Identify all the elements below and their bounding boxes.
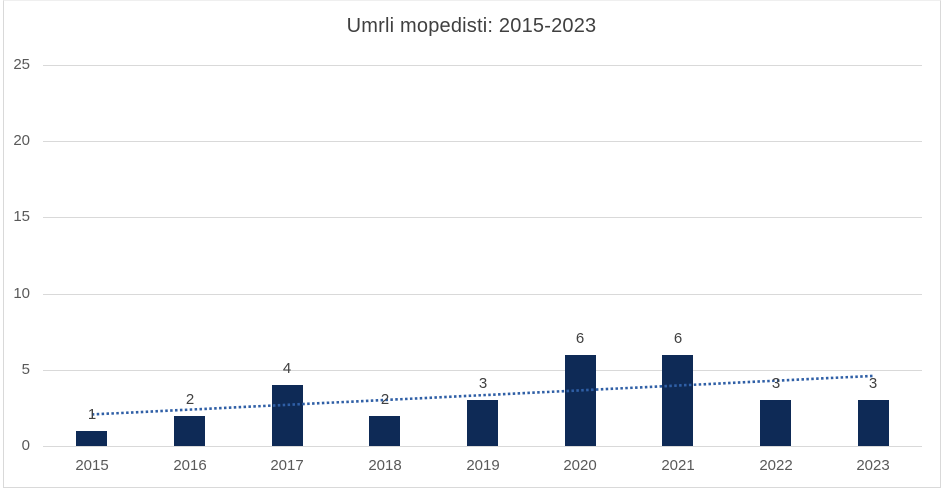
bar-2019[interactable] (467, 400, 498, 446)
gridline (43, 65, 922, 66)
bar-2016[interactable] (174, 416, 205, 446)
x-axis-tick-label: 2016 (173, 457, 207, 474)
bar-2022[interactable] (760, 400, 791, 446)
x-axis-tick-label: 2015 (75, 457, 109, 474)
data-label-2020: 6 (575, 330, 585, 347)
bar-2023[interactable] (858, 400, 889, 446)
bar-2021[interactable] (662, 355, 693, 446)
y-axis-tick-label: 10 (13, 285, 30, 302)
x-axis-tick-label: 2022 (759, 457, 793, 474)
gridline (43, 294, 922, 295)
bar-2020[interactable] (565, 355, 596, 446)
bar-2015[interactable] (76, 431, 107, 446)
data-label-2018: 2 (380, 391, 390, 408)
x-axis-tick-label: 2019 (466, 457, 500, 474)
x-axis-tick-label: 2018 (368, 457, 402, 474)
x-axis-line (43, 446, 922, 447)
gridline (43, 370, 922, 371)
gridline (43, 141, 922, 142)
data-label-2017: 4 (282, 360, 292, 377)
data-label-2019: 3 (478, 375, 488, 392)
y-axis-tick-label: 0 (21, 437, 30, 454)
bar-2017[interactable] (272, 385, 303, 446)
y-axis-tick-label: 25 (13, 56, 30, 73)
x-axis-tick-label: 2021 (661, 457, 695, 474)
gridline (43, 217, 922, 218)
x-axis-tick-label: 2023 (856, 457, 890, 474)
data-label-2016: 2 (185, 391, 195, 408)
chart-title: Umrli mopedisti: 2015-2023 (346, 15, 597, 37)
data-label-2023: 3 (868, 375, 878, 392)
data-label-2021: 6 (673, 330, 683, 347)
y-axis-tick-label: 15 (13, 208, 30, 225)
y-axis-tick-label: 20 (13, 132, 30, 149)
x-axis-tick-label: 2020 (563, 457, 597, 474)
bar-2018[interactable] (369, 416, 400, 446)
y-axis-tick-label: 5 (21, 361, 30, 378)
data-label-2022: 3 (771, 375, 781, 392)
x-axis-tick-label: 2017 (270, 457, 304, 474)
data-label-2015: 1 (87, 406, 97, 423)
